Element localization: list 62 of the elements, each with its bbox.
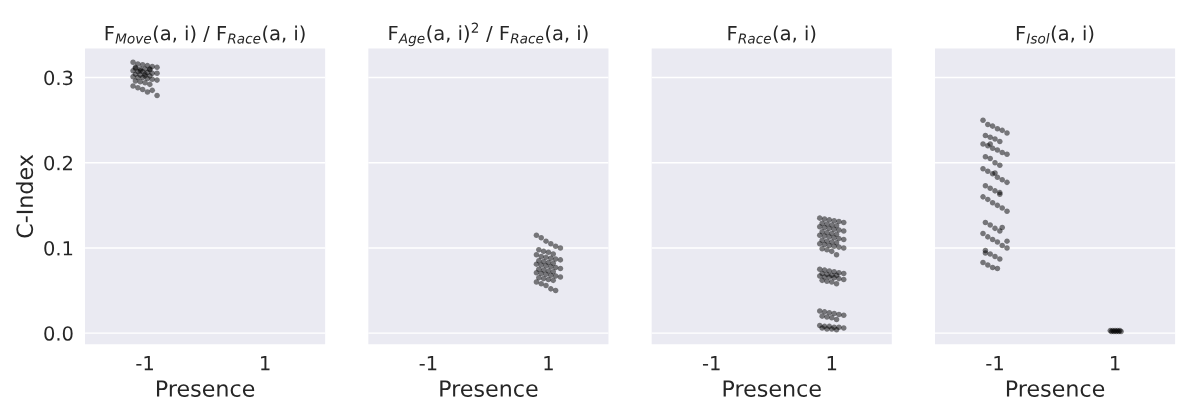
point	[540, 275, 547, 282]
point	[538, 234, 544, 241]
point	[557, 274, 564, 280]
point	[147, 81, 153, 88]
point	[552, 273, 559, 279]
point	[130, 59, 136, 66]
point	[545, 249, 552, 256]
point	[154, 70, 160, 77]
y-tick-label: 0.3	[44, 70, 73, 86]
y-tick-label: 0.2	[44, 155, 72, 171]
point	[548, 286, 554, 292]
x-tick-label: -1	[419, 355, 437, 371]
point	[543, 254, 549, 261]
point	[154, 92, 160, 99]
x-tick-label: 1	[544, 355, 553, 371]
x-tick-label: -1	[986, 355, 1003, 371]
point	[538, 280, 544, 287]
point	[533, 252, 540, 258]
point	[142, 79, 148, 86]
x-axis-title: Presence	[156, 380, 255, 397]
chart-title: F$_{Move}$(a, i) / F$_{Race}$(a, i)	[105, 25, 305, 44]
x-axis-title: Presence	[440, 380, 538, 397]
point	[550, 277, 557, 284]
point	[154, 77, 160, 83]
x-tick-label: 1	[827, 355, 837, 371]
point	[552, 243, 559, 250]
point	[548, 240, 554, 247]
point	[135, 85, 141, 91]
point	[543, 238, 549, 244]
point	[557, 245, 564, 251]
point	[149, 87, 156, 94]
point	[543, 271, 549, 278]
point	[550, 251, 557, 257]
y-axis-title: C-Index	[15, 154, 34, 238]
point	[144, 89, 151, 95]
x-tick-label: 1	[1111, 355, 1120, 371]
y-tick-label: 0.1	[44, 240, 73, 256]
point	[557, 257, 564, 263]
chart-title: F$_{Isol}$(a, i)	[1016, 25, 1094, 44]
point	[139, 86, 146, 93]
point	[540, 248, 547, 255]
point	[533, 279, 540, 285]
point	[139, 62, 146, 68]
point	[552, 287, 559, 294]
point	[130, 83, 136, 89]
chart-title: F$_{Age}$(a, i)$^{2}$ / F$_{Race}$(a, i)	[389, 22, 588, 47]
y-tick-label: 0.0	[44, 326, 73, 341]
point	[552, 256, 559, 262]
point	[533, 232, 540, 238]
x-tick-label: -1	[702, 355, 720, 371]
x-tick-label: 1	[261, 355, 270, 371]
chart-title: F$_{Race}$(a, i)	[728, 25, 816, 44]
point	[536, 246, 542, 253]
point	[154, 64, 160, 71]
x-axis-title: Presence	[1006, 380, 1105, 397]
point	[548, 255, 554, 261]
point	[543, 282, 549, 289]
x-axis-title: Presence	[723, 380, 821, 397]
point	[132, 78, 139, 84]
x-tick-label: -1	[136, 355, 153, 371]
point	[137, 79, 144, 85]
point	[557, 265, 564, 272]
